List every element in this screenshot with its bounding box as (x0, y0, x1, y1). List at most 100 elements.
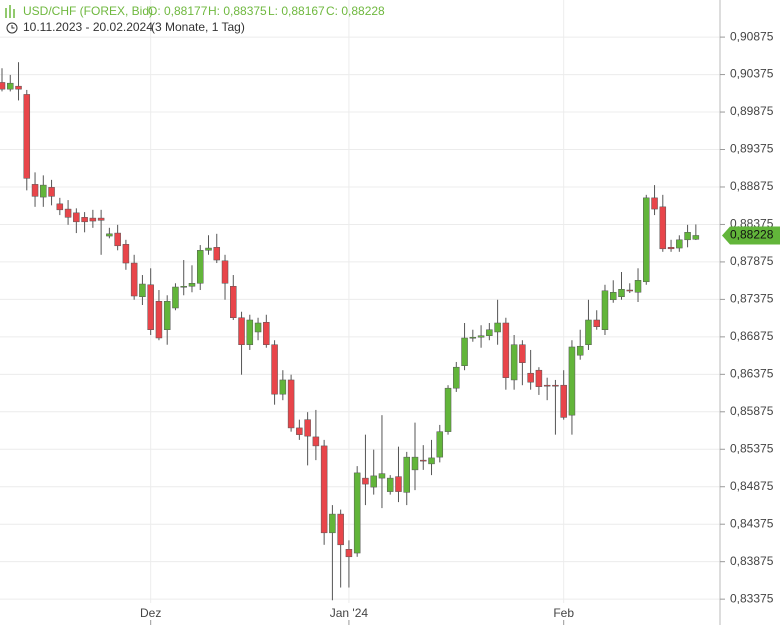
header: USD/CHF (FOREX, Bid) O: 0,88177 H: 0,883… (5, 4, 385, 34)
candle-body (172, 286, 179, 309)
candle-body (205, 247, 212, 251)
candle-body (147, 284, 154, 330)
candle-body (626, 289, 634, 292)
candle-body (230, 286, 237, 318)
candle-body (106, 233, 113, 237)
y-tick-label: 0,88875 (730, 179, 774, 193)
y-tick-label: 0,85875 (730, 404, 774, 418)
chart-title: USD/CHF (FOREX, Bid) (23, 4, 153, 18)
candle-body (543, 384, 551, 387)
candle-body (469, 336, 477, 339)
candle-body (676, 239, 683, 249)
candle-body (684, 232, 691, 241)
candle-body (81, 217, 88, 223)
candle-body (139, 283, 146, 298)
candle-body (188, 283, 196, 287)
candle-body (370, 475, 377, 488)
y-tick-label: 0,85375 (730, 441, 774, 455)
candle-body (89, 217, 97, 222)
candle-body (114, 232, 121, 247)
candle-body (634, 280, 642, 293)
candle-body (461, 337, 468, 366)
candle-body (312, 436, 320, 447)
candle-body (643, 197, 650, 283)
candle-body (263, 321, 270, 345)
candle-body (527, 372, 534, 383)
candle-body (453, 366, 460, 389)
candle-body (486, 329, 493, 336)
x-tick-label: Feb (553, 606, 574, 620)
candle-body (420, 459, 427, 462)
clock-icon (6, 22, 18, 34)
candle-body (221, 260, 229, 284)
candle-body (444, 387, 452, 432)
y-tick-label: 0,84875 (730, 479, 774, 493)
ohlc-low: L: 0,88167 (268, 4, 325, 18)
candle-body (246, 319, 254, 345)
x-tick-label: Dez (140, 606, 161, 620)
y-tick-label: 0,86875 (730, 329, 774, 343)
candle-body (477, 335, 485, 338)
candle-body (345, 549, 353, 558)
candle-body (196, 250, 204, 284)
candle-body (386, 477, 394, 492)
last-price-label: 0,88228 (730, 228, 774, 242)
candle-body (296, 427, 303, 435)
candle-body (601, 290, 609, 330)
candle-body (502, 322, 510, 378)
candle-body (667, 247, 675, 250)
candle-body (40, 184, 47, 198)
candle-body (593, 319, 600, 327)
candle-body (436, 431, 444, 458)
candle-body (395, 476, 402, 492)
candle-body (23, 94, 31, 179)
chart-icon (5, 5, 15, 18)
candle-body (213, 247, 221, 261)
y-tick-label: 0,86375 (730, 366, 774, 380)
candle-body (304, 419, 311, 437)
candle-body (568, 346, 576, 416)
grid (0, 0, 720, 603)
y-tick-label: 0,89875 (730, 104, 774, 118)
candle-body (279, 379, 287, 395)
candle-body (692, 235, 700, 240)
candle-body (609, 292, 617, 301)
y-tick-label: 0,84375 (730, 516, 774, 530)
candle-body (329, 513, 336, 534)
candle-body (494, 322, 501, 333)
y-tick-label: 0,83375 (730, 591, 774, 605)
candle-body (56, 203, 64, 211)
candle-body (362, 477, 369, 485)
candle-body (0, 82, 6, 90)
candle-body (320, 445, 328, 534)
candle-body (403, 456, 410, 493)
candle-body (519, 344, 526, 363)
last-price-tag (722, 226, 780, 245)
candle-body (428, 457, 435, 465)
candle-body (651, 197, 658, 210)
candle-body (130, 262, 138, 297)
candle-body (97, 217, 105, 221)
candle-body (353, 472, 361, 554)
candle-body (73, 212, 80, 223)
candle-body (560, 384, 567, 418)
candle-body (576, 345, 584, 356)
candle-body (271, 344, 278, 395)
candle-body (254, 322, 262, 333)
candle-body (64, 208, 72, 218)
date-range: 10.11.2023 - 20.02.2024 (23, 20, 153, 34)
candle-body (535, 369, 543, 387)
clock-hand (11, 25, 15, 29)
y-tick-label: 0,87875 (730, 254, 774, 268)
candle-body (411, 456, 419, 471)
y-tick-label: 0,87375 (730, 292, 774, 306)
candle-body (48, 187, 55, 197)
candle-body (378, 473, 386, 479)
ohlc-open: O: 0,88177 (148, 4, 208, 18)
y-tick-label: 0,83875 (730, 554, 774, 568)
candle-body (155, 301, 163, 339)
x-tick-label: Jan '24 (330, 606, 369, 620)
candle-body (585, 319, 592, 345)
